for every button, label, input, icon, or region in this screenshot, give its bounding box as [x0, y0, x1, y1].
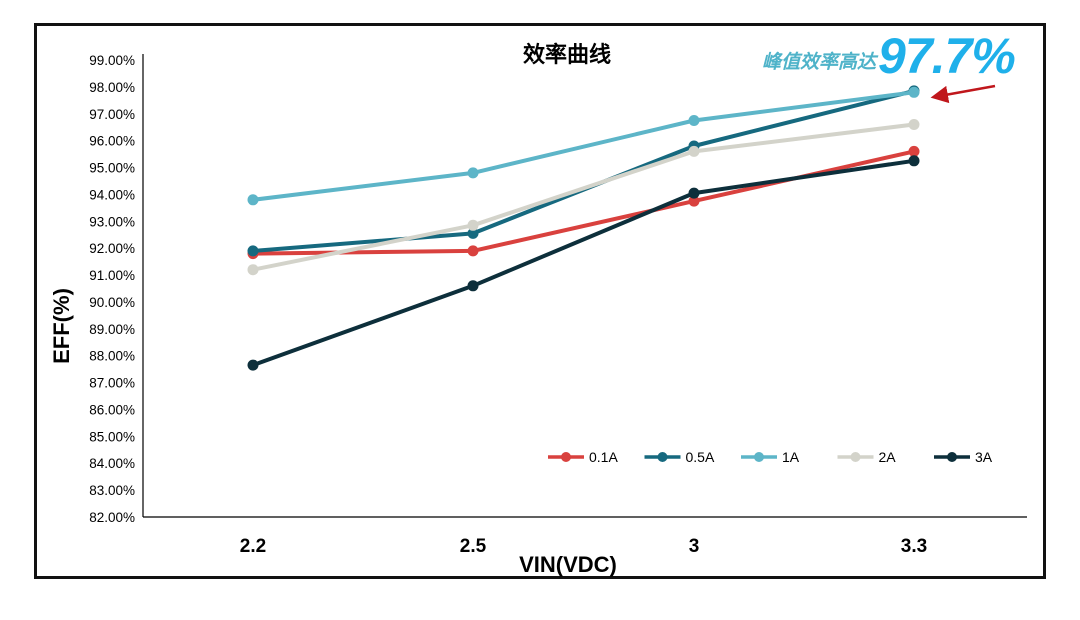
legend-item: 2A [837, 449, 897, 465]
data-point [908, 119, 920, 130]
data-point [908, 155, 920, 167]
series-1a [247, 86, 920, 206]
y-tick-label: 94.00% [89, 187, 135, 202]
legend: 0.1A 0.5A 1A 2A 3A [548, 449, 993, 465]
peak-efficiency-value: 97.7% [878, 28, 1016, 84]
data-point [908, 86, 920, 98]
data-point [688, 145, 700, 157]
y-tick-label: 89.00% [89, 322, 135, 337]
data-point [467, 245, 479, 257]
y-tick-label: 83.00% [89, 483, 135, 498]
legend-item: 0.5A [644, 449, 715, 465]
y-axis-label: EFF(%) [49, 288, 74, 364]
legend-swatch-marker [947, 452, 957, 462]
series-3a [247, 155, 920, 371]
y-tick-label: 91.00% [89, 268, 135, 283]
data-point [467, 227, 479, 239]
data-point [688, 115, 700, 126]
data-point [247, 359, 259, 371]
y-tick-label: 87.00% [89, 376, 135, 391]
legend-label: 3A [975, 449, 993, 465]
legend-label: 2A [879, 449, 897, 465]
legend-label: 0.1A [589, 449, 618, 465]
data-point [467, 280, 479, 292]
axes [142, 54, 1027, 518]
y-tick-label: 86.00% [89, 402, 135, 417]
legend-label: 1A [782, 449, 800, 465]
data-point [467, 167, 479, 179]
x-tick-label: 2.5 [460, 536, 487, 557]
y-tick-label: 90.00% [89, 295, 135, 310]
legend-item: 1A [741, 449, 800, 465]
y-tick-label: 95.00% [89, 161, 135, 176]
chart-title: 效率曲线 [523, 42, 611, 68]
chart-frame [34, 23, 1046, 579]
legend-item: 0.1A [548, 449, 618, 465]
y-tick-label: 85.00% [89, 429, 135, 444]
y-tick-labels: 82.00% 83.00% 84.00% 85.00% 86.00% 87.00% 88.0… [89, 53, 135, 525]
legend-swatch-marker [850, 452, 861, 462]
data-point [688, 187, 700, 199]
x-tick-label: 3.3 [901, 536, 927, 557]
data-point [247, 245, 259, 257]
series-line [251, 90, 916, 202]
y-tick-label: 97.00% [89, 107, 135, 122]
y-tick-label: 88.00% [89, 349, 135, 364]
legend-swatch-marker [561, 452, 571, 462]
legend-item: 3A [934, 449, 993, 465]
y-tick-label: 84.00% [89, 456, 135, 471]
peak-efficiency-annotation: 峰值效率高达 97.7% [762, 28, 1016, 84]
x-axis-label: VIN(VDC) [519, 552, 617, 577]
y-tick-label: 96.00% [89, 134, 135, 149]
data-point [247, 264, 259, 276]
peak-efficiency-text: 峰值效率高达 [762, 51, 877, 73]
y-tick-label: 93.00% [89, 214, 135, 229]
x-tick-labels: 2.2 2.5 3 3.3 [240, 536, 927, 557]
x-tick-label: 3 [689, 536, 700, 557]
series-layer [247, 85, 920, 371]
data-point [908, 145, 920, 157]
y-tick-label: 82.00% [89, 510, 135, 525]
legend-swatch-marker [754, 452, 764, 462]
series-line [251, 122, 916, 272]
legend-label: 0.5A [686, 449, 715, 465]
y-tick-label: 98.00% [89, 80, 135, 95]
y-tick-label: 99.00% [89, 53, 135, 68]
data-point [247, 194, 259, 206]
peak-arrow [930, 84, 996, 104]
series-2a [247, 119, 920, 276]
data-point [688, 195, 700, 207]
series-line [251, 158, 916, 368]
data-point [467, 219, 479, 231]
y-tick-label: 92.00% [89, 241, 135, 256]
x-tick-label: 2.2 [240, 536, 266, 557]
legend-swatch-marker [657, 452, 668, 462]
